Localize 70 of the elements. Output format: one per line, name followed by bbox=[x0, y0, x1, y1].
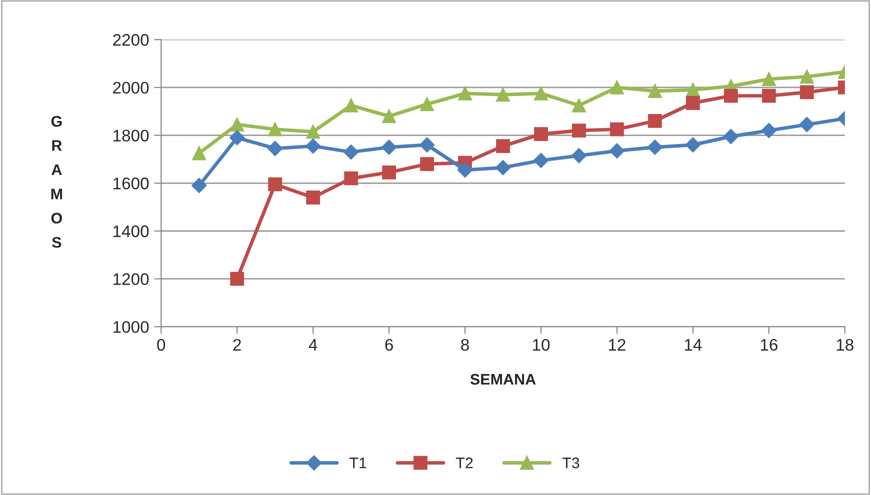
point bbox=[648, 84, 662, 98]
y-tick-label: 1000 bbox=[114, 321, 149, 333]
x-tick-label: 14 bbox=[684, 339, 702, 351]
point bbox=[495, 160, 511, 176]
x-tick-label: 8 bbox=[461, 338, 469, 351]
x-tick-label: 16 bbox=[760, 338, 778, 351]
point bbox=[419, 137, 435, 152]
point bbox=[192, 178, 207, 194]
point bbox=[268, 122, 282, 136]
legend-label: T2 bbox=[456, 458, 473, 468]
point bbox=[685, 137, 700, 152]
point bbox=[457, 162, 473, 178]
y-tick-label: 1800 bbox=[114, 130, 149, 142]
point bbox=[533, 152, 549, 168]
point bbox=[761, 122, 776, 138]
x-tick-label: 18 bbox=[836, 338, 854, 351]
point bbox=[686, 96, 700, 110]
point bbox=[571, 148, 587, 164]
x-tick-label: 2 bbox=[233, 338, 241, 351]
point bbox=[344, 98, 358, 112]
y-tick-label: 1200 bbox=[114, 273, 149, 286]
x-tick-label: 4 bbox=[308, 339, 318, 351]
x-axis-title: SEMANA bbox=[470, 374, 536, 385]
point bbox=[723, 128, 738, 144]
point bbox=[496, 139, 510, 154]
point bbox=[800, 70, 814, 84]
point bbox=[647, 140, 663, 155]
point bbox=[762, 72, 776, 86]
point bbox=[306, 124, 320, 139]
point bbox=[230, 118, 244, 132]
point bbox=[192, 146, 206, 160]
x-tick-label: 0 bbox=[157, 338, 166, 351]
y-tick-label: 2000 bbox=[113, 82, 149, 94]
y-tick-label: 1400 bbox=[114, 225, 149, 238]
x-tick-label: 6 bbox=[385, 338, 393, 351]
point bbox=[230, 272, 244, 286]
point bbox=[382, 109, 396, 124]
point bbox=[610, 122, 624, 136]
point bbox=[230, 130, 245, 146]
x-tick-label: 12 bbox=[608, 338, 626, 351]
point bbox=[724, 88, 738, 103]
point bbox=[381, 140, 397, 155]
point bbox=[799, 116, 814, 132]
point bbox=[648, 114, 662, 128]
point bbox=[534, 127, 548, 142]
x-tick-label: 10 bbox=[532, 338, 550, 351]
point bbox=[343, 144, 359, 160]
point bbox=[572, 124, 586, 138]
point bbox=[686, 82, 700, 97]
point bbox=[268, 177, 282, 192]
point bbox=[458, 86, 472, 100]
point bbox=[496, 88, 510, 102]
point bbox=[534, 86, 548, 100]
y-tick-label: 2200 bbox=[113, 34, 149, 46]
point bbox=[610, 80, 624, 94]
point bbox=[762, 88, 776, 103]
point bbox=[800, 85, 814, 100]
point bbox=[572, 98, 586, 112]
y-tick-label: 1600 bbox=[114, 178, 149, 190]
point bbox=[609, 143, 625, 158]
point bbox=[420, 157, 434, 171]
point bbox=[306, 190, 320, 204]
point bbox=[268, 140, 283, 156]
y-axis-title: GRAMOS bbox=[51, 116, 62, 248]
point bbox=[344, 171, 358, 186]
point bbox=[420, 97, 434, 112]
legend-label: T3 bbox=[562, 458, 580, 468]
point bbox=[306, 138, 321, 154]
legend-label: T1 bbox=[350, 458, 366, 468]
point bbox=[382, 165, 396, 180]
